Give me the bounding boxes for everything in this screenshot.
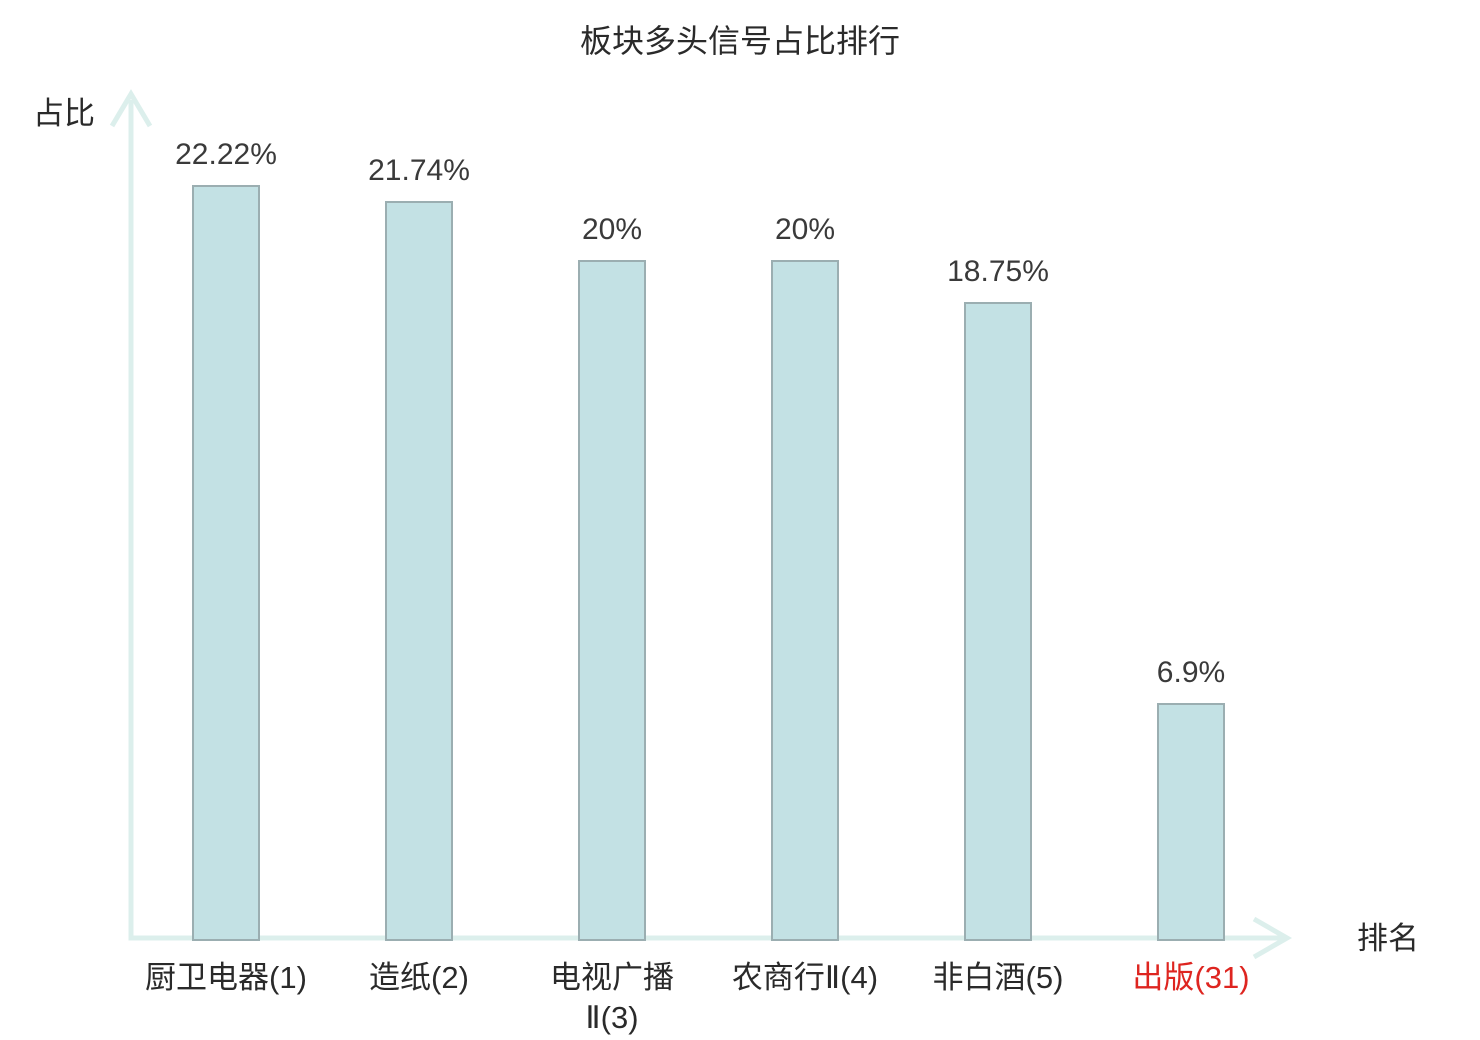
chart-title: 板块多头信号占比排行	[579, 23, 900, 59]
bar	[771, 260, 839, 941]
x-tick-label: 造纸(2)	[369, 960, 469, 995]
bar	[578, 260, 646, 941]
x-tick-label: 厨卫电器(1)	[145, 960, 307, 995]
x-tick-label: 非白酒(5)	[932, 960, 1064, 995]
x-axis-title: 排名	[1357, 921, 1419, 956]
y-axis-title: 占比	[33, 96, 95, 131]
bar-value-label: 20%	[774, 213, 836, 246]
bar	[964, 302, 1032, 941]
bar-value-label: 20%	[581, 213, 643, 246]
bar	[192, 185, 260, 941]
bar-value-label: 18.75%	[947, 255, 1049, 288]
bar-value-label: 22.22%	[175, 138, 277, 171]
bar	[1157, 703, 1225, 941]
x-tick-label: 电视广播 Ⅱ(3)	[550, 960, 674, 1036]
x-tick-label: 农商行Ⅱ(4)	[731, 960, 879, 995]
x-tick-label: 出版(31)	[1132, 960, 1250, 995]
bar-value-label: 21.74%	[368, 154, 470, 187]
bar	[385, 201, 453, 941]
bar-value-label: 6.9%	[1156, 656, 1226, 689]
